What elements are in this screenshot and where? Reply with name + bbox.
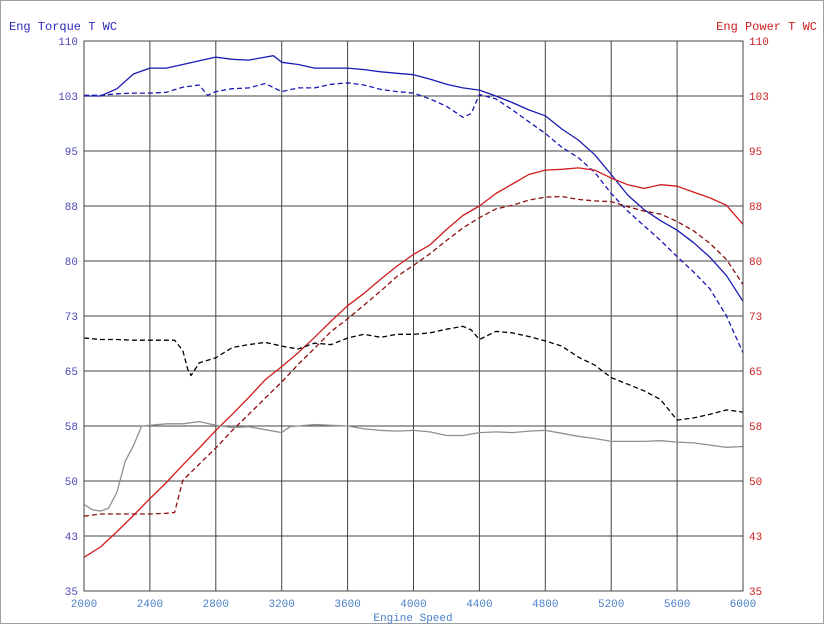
- y-tick-right-80: 80: [749, 257, 762, 269]
- series-line-gray-solid: [83, 420, 744, 512]
- y-tick-left-58: 58: [65, 422, 78, 434]
- x-tick-3200: 3200: [268, 599, 294, 611]
- series-line-torque-dashed: [84, 82, 744, 353]
- y-tick-right-88: 88: [749, 202, 762, 214]
- y-tick-left-95: 95: [65, 147, 78, 159]
- y-tick-left-50: 50: [65, 477, 78, 489]
- y-ticks-right: 35 43 50 58 65 73 80 88 95 103 110: [749, 37, 769, 599]
- x-tick-4000: 4000: [400, 599, 426, 611]
- y-ticks-left: 35 43 50 58 65 73 80 88 95 103 110: [58, 37, 78, 599]
- y-tick-right-103: 103: [749, 92, 769, 104]
- left-axis-title: Eng Torque T WC: [9, 20, 118, 34]
- y-tick-right-73: 73: [749, 312, 762, 324]
- series-line-black-dashed: [83, 325, 744, 421]
- x-tick-6000: 6000: [730, 599, 756, 611]
- x-axis-label: Engine Speed: [373, 613, 452, 625]
- plot-border: [83, 40, 744, 592]
- y-tick-right-65: 65: [749, 367, 762, 379]
- x-tick-2000: 2000: [71, 599, 97, 611]
- x-tick-3600: 3600: [334, 599, 360, 611]
- x-tick-5200: 5200: [598, 599, 624, 611]
- grid: [83, 40, 744, 592]
- y-tick-left-88: 88: [65, 202, 78, 214]
- x-tick-2400: 2400: [137, 599, 163, 611]
- right-axis-title: Eng Power T WC: [716, 20, 817, 34]
- y-tick-right-110: 110: [749, 37, 769, 49]
- x-tick-4400: 4400: [466, 599, 492, 611]
- y-tick-left-110: 110: [58, 37, 78, 49]
- y-tick-left-35: 35: [65, 587, 78, 599]
- x-tick-5600: 5600: [664, 599, 690, 611]
- series-line-power-solid: [83, 167, 744, 558]
- series-group: [83, 55, 744, 558]
- y-tick-right-35: 35: [749, 587, 762, 599]
- y-tick-right-95: 95: [749, 147, 762, 159]
- y-tick-right-50: 50: [749, 477, 762, 489]
- x-tick-4800: 4800: [532, 599, 558, 611]
- y-tick-left-43: 43: [65, 532, 78, 544]
- y-tick-left-73: 73: [65, 312, 78, 324]
- x-tick-2800: 2800: [203, 599, 229, 611]
- y-tick-right-58: 58: [749, 422, 762, 434]
- series-line-torque-solid: [84, 55, 744, 302]
- y-tick-right-43: 43: [749, 532, 762, 544]
- x-ticks: 2000 2400 2800 3200 3600 4000 4400 4800 5200 5600…: [71, 599, 756, 611]
- y-tick-left-80: 80: [65, 257, 78, 269]
- y-tick-left-103: 103: [58, 92, 78, 104]
- y-tick-left-65: 65: [65, 367, 78, 379]
